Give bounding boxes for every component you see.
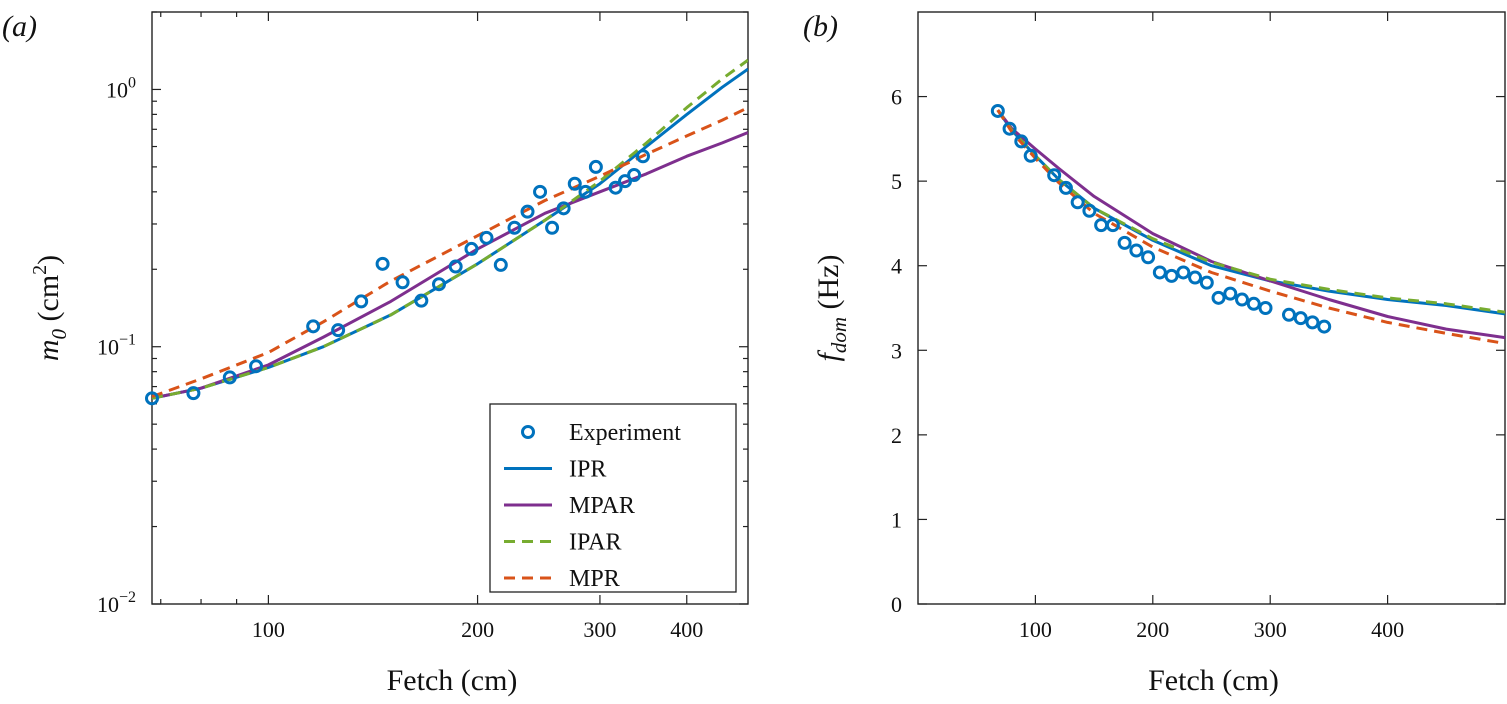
series-ipr-line xyxy=(152,67,748,400)
y-tick-label: 4 xyxy=(891,254,902,279)
y-tick-label: 1 xyxy=(891,507,902,532)
experiment-point xyxy=(1014,134,1029,149)
panel-label: (a) xyxy=(2,10,37,43)
experiment-point xyxy=(1082,203,1097,218)
y-tick-label: 6 xyxy=(891,85,902,110)
series-ipar-line xyxy=(152,58,748,400)
plot-frame xyxy=(917,11,1506,605)
series-ipar-line xyxy=(996,109,1505,314)
legend-label-ipar: IPAR xyxy=(569,530,621,556)
x-tick-label: 200 xyxy=(461,617,494,642)
y-axis-label: fdom (Hz) xyxy=(812,255,851,362)
x-axis-label: Fetch (cm) xyxy=(387,664,518,697)
experiment-point xyxy=(608,180,623,195)
experiment-point xyxy=(186,386,201,401)
experiment-point xyxy=(1188,270,1203,285)
legend-box xyxy=(489,403,737,593)
legend-label-mpar: MPAR xyxy=(569,493,635,519)
x-tick-label: 300 xyxy=(1254,617,1287,642)
panel-label: (b) xyxy=(803,10,838,43)
x-tick-label: 400 xyxy=(1371,617,1404,642)
experiment-point xyxy=(1047,168,1062,183)
experiment-point xyxy=(464,241,479,256)
experiment-point xyxy=(588,159,603,174)
panel-a-m0-vs-fetch: 100 200 300 400 100 10−1 10−2 Fetch (cm) m0 (cm2… xyxy=(2,10,749,697)
x-tick-label: 100 xyxy=(252,617,285,642)
experiment-point xyxy=(1305,315,1320,330)
experiment-point xyxy=(1223,286,1238,301)
x-tick-label: 200 xyxy=(1136,617,1169,642)
x-tick-label: 400 xyxy=(670,617,703,642)
experiment-point xyxy=(635,149,650,164)
experiment-point xyxy=(1141,250,1156,265)
series-mpr-line xyxy=(996,109,1505,345)
experiment-point xyxy=(627,168,642,183)
y-axis-label: m0 (cm2) xyxy=(29,255,71,361)
experiment-point xyxy=(1002,121,1017,136)
experiment-point xyxy=(1176,265,1191,280)
experiment-point xyxy=(493,257,508,272)
experiment-point xyxy=(578,184,593,199)
experiment-point xyxy=(1117,235,1132,250)
experiment-point xyxy=(990,103,1005,118)
experiment-point xyxy=(1152,265,1167,280)
legend: Experiment IPR MPAR IPAR MPR xyxy=(489,403,737,593)
experiment-point xyxy=(145,391,159,406)
legend-label-mpr: MPR xyxy=(569,566,620,592)
x-tick-label: 100 xyxy=(1019,617,1052,642)
y-tick-label: 100 xyxy=(106,74,136,102)
legend-label-experiment: Experiment xyxy=(569,420,681,446)
experiment-point xyxy=(1070,195,1085,210)
experiment-point xyxy=(222,370,237,385)
y-tick-label: 5 xyxy=(891,169,902,194)
experiment-point xyxy=(618,174,633,189)
experiment-point xyxy=(331,323,346,338)
experiment-point xyxy=(1023,148,1038,163)
panel-b-fdom-vs-fetch: 100 200 300 400 0 1 2 3 4 5 6 Fetch (cm) fdom (Hz) (b… xyxy=(803,10,1506,697)
experiment-point xyxy=(545,220,560,235)
y-tick-label: 2 xyxy=(891,423,902,448)
experiment-point xyxy=(1293,311,1308,326)
y-tick-label: 3 xyxy=(891,338,902,363)
experiment-point xyxy=(507,220,522,235)
experiment-point xyxy=(1129,243,1144,258)
experiment-point xyxy=(533,184,548,199)
y-tick-label: 0 xyxy=(891,592,902,617)
y-tick-label: 10−2 xyxy=(97,589,136,617)
experiment-point xyxy=(414,293,429,308)
legend-label-ipr: IPR xyxy=(569,457,606,483)
experiment-point xyxy=(556,201,571,216)
experiment-point xyxy=(448,259,463,274)
experiment-point xyxy=(1258,301,1273,315)
experiment-point xyxy=(567,176,582,191)
plot-frame xyxy=(151,11,749,605)
x-tick-label: 300 xyxy=(583,617,616,642)
experiment-point xyxy=(520,204,535,219)
experiment-point xyxy=(1317,319,1332,334)
experiment-point xyxy=(1094,218,1109,233)
experiment-point xyxy=(395,275,410,290)
experiment-point xyxy=(1164,268,1179,283)
series-mpr-line xyxy=(152,106,748,399)
experiment-point xyxy=(306,319,321,334)
experiment-point xyxy=(479,230,494,245)
experiment-point xyxy=(1211,290,1226,305)
experiment-point xyxy=(431,277,446,292)
plot-area xyxy=(152,58,748,400)
experiment-point xyxy=(1058,180,1073,195)
experiment-point xyxy=(1105,218,1120,233)
y-tick-label: 10−1 xyxy=(97,332,136,360)
experiment-point xyxy=(354,294,369,309)
x-axis-label: Fetch (cm) xyxy=(1148,664,1279,697)
legend-marker-experiment xyxy=(521,425,535,439)
series-ipr-line xyxy=(996,109,1505,316)
experiment-point xyxy=(375,256,390,271)
experiment-point xyxy=(1235,292,1250,307)
experiment-point xyxy=(1281,307,1296,322)
series-mpar-line xyxy=(996,109,1505,340)
experiment-point xyxy=(249,359,264,374)
experiment-point xyxy=(1199,275,1214,290)
experiment-point xyxy=(1246,296,1261,311)
